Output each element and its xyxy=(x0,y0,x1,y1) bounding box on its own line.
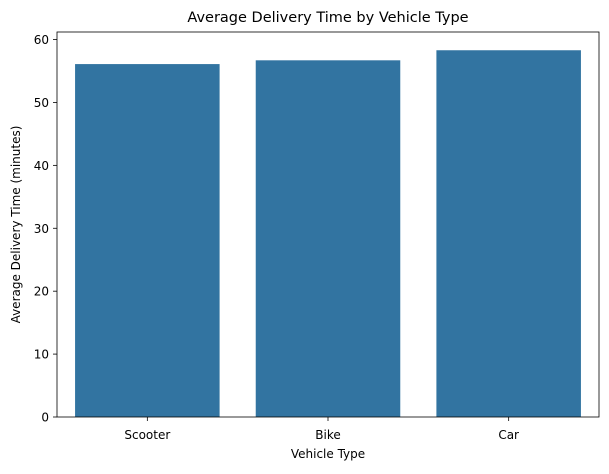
y-tick-label: 0 xyxy=(41,411,49,425)
plot-frame xyxy=(56,31,600,418)
y-tick-label: 20 xyxy=(34,285,49,299)
x-axis: Scooter Bike Car xyxy=(124,417,519,442)
y-axis-label: Average Delivery Time (minutes) xyxy=(9,126,23,324)
x-axis-label: Vehicle Type xyxy=(291,447,365,461)
bar-bike xyxy=(255,60,401,417)
x-tick-label: Scooter xyxy=(124,428,170,442)
y-tick-label: 30 xyxy=(34,222,49,236)
y-axis: 0 10 20 30 40 50 60 xyxy=(34,33,57,425)
bars-group xyxy=(75,50,581,417)
x-tick-label: Bike xyxy=(315,428,340,442)
x-tick-label: Car xyxy=(498,428,519,442)
bar-scooter xyxy=(75,64,220,417)
y-tick-label: 10 xyxy=(34,348,49,362)
y-tick-label: 50 xyxy=(34,96,49,110)
y-tick-label: 60 xyxy=(34,33,49,47)
chart-title: Average Delivery Time by Vehicle Type xyxy=(187,10,468,26)
bar-car xyxy=(436,50,581,417)
y-tick-label: 40 xyxy=(34,159,49,173)
